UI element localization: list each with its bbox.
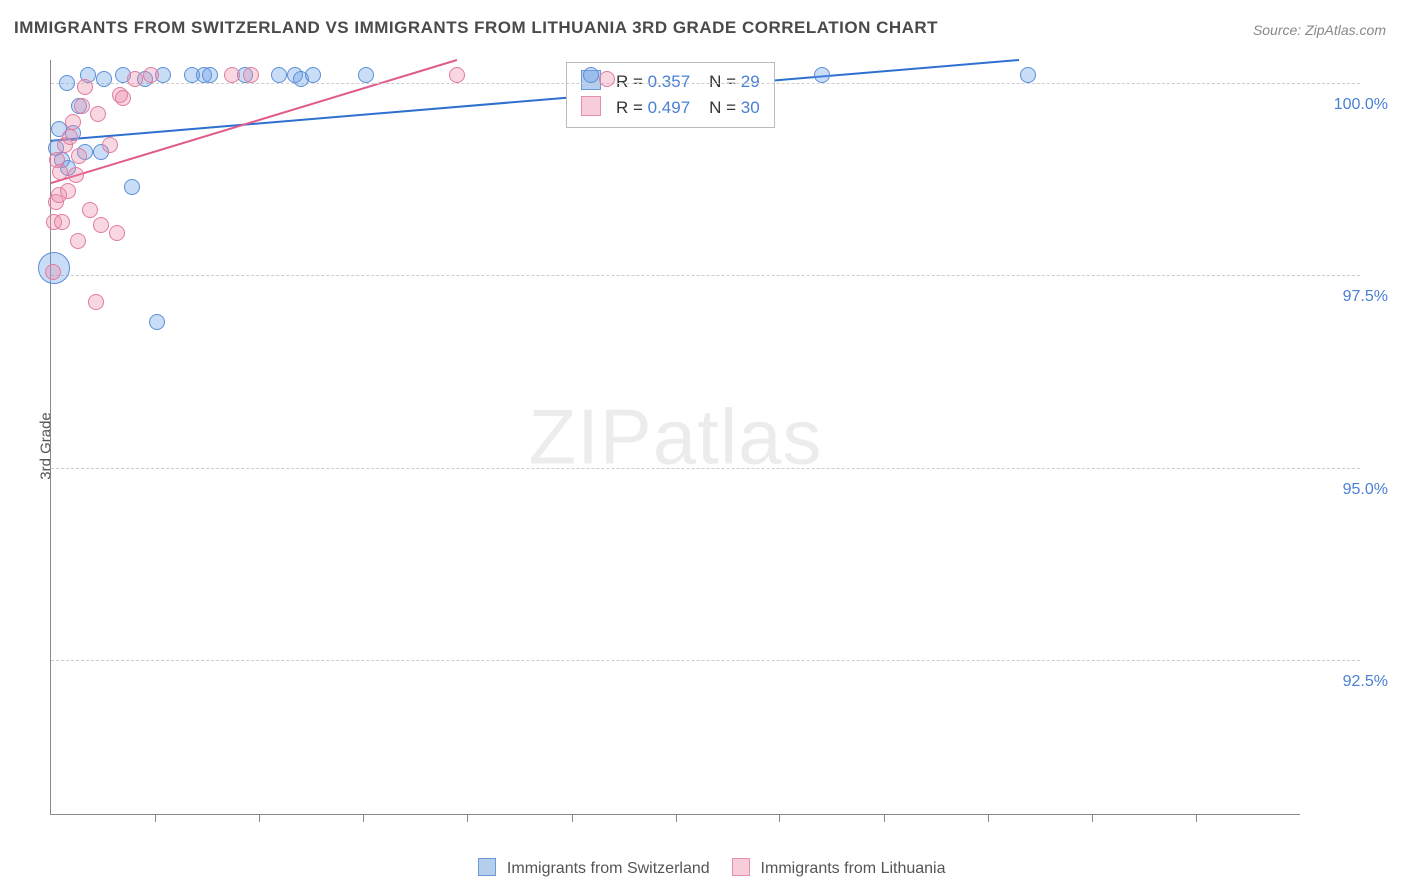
point-lithuania <box>62 129 78 145</box>
x-tick <box>884 814 885 822</box>
point-lithuania <box>68 167 84 183</box>
point-switzerland <box>1020 67 1036 83</box>
n-label: N = <box>709 98 736 117</box>
point-lithuania <box>143 67 159 83</box>
point-lithuania <box>243 67 259 83</box>
x-tick <box>1196 814 1197 822</box>
point-lithuania <box>52 164 68 180</box>
x-tick <box>363 814 364 822</box>
stats-row-2: R = 0.497 N = 30 <box>581 95 759 121</box>
legend-series1-swatch-icon <box>478 858 496 876</box>
point-lithuania <box>224 67 240 83</box>
r-label: R = <box>616 72 643 91</box>
r-label: R = <box>616 98 643 117</box>
series1-r-value: 0.357 <box>648 72 691 91</box>
y-tick-label: 100.0% <box>1334 96 1388 114</box>
point-switzerland <box>583 67 599 83</box>
y-tick-label: 92.5% <box>1343 673 1388 691</box>
point-lithuania <box>93 217 109 233</box>
x-tick <box>676 814 677 822</box>
source-name: ZipAtlas.com <box>1305 22 1386 38</box>
x-tick <box>779 814 780 822</box>
point-switzerland <box>124 179 140 195</box>
n-label: N = <box>709 72 736 91</box>
source-attribution: Source: ZipAtlas.com <box>1253 22 1386 38</box>
point-lithuania <box>449 67 465 83</box>
point-lithuania <box>54 214 70 230</box>
point-lithuania <box>82 202 98 218</box>
point-lithuania <box>60 183 76 199</box>
plot-area: ZIPatlas R = 0.357 N = 29 R = 0.497 N = … <box>50 60 1300 815</box>
x-tick <box>259 814 260 822</box>
series2-r-value: 0.497 <box>648 98 691 117</box>
point-lithuania <box>45 264 61 280</box>
x-tick <box>467 814 468 822</box>
y-tick-label: 95.0% <box>1343 481 1388 499</box>
point-lithuania <box>599 71 615 87</box>
point-lithuania <box>109 225 125 241</box>
legend-bottom: Immigrants from Switzerland Immigrants f… <box>0 858 1406 878</box>
point-lithuania <box>115 90 131 106</box>
series1-n-value: 29 <box>741 72 760 91</box>
y-tick-label: 97.5% <box>1343 288 1388 306</box>
chart-title: IMMIGRANTS FROM SWITZERLAND VS IMMIGRANT… <box>14 18 938 38</box>
point-lithuania <box>77 79 93 95</box>
point-switzerland <box>149 314 165 330</box>
series2-swatch-icon <box>581 96 601 116</box>
point-lithuania <box>127 71 143 87</box>
point-switzerland <box>814 67 830 83</box>
point-lithuania <box>88 294 104 310</box>
point-lithuania <box>90 106 106 122</box>
point-lithuania <box>102 137 118 153</box>
point-lithuania <box>74 98 90 114</box>
point-switzerland <box>96 71 112 87</box>
point-switzerland <box>358 67 374 83</box>
x-tick <box>1092 814 1093 822</box>
point-lithuania <box>71 148 87 164</box>
x-tick <box>155 814 156 822</box>
source-prefix: Source: <box>1253 22 1305 38</box>
point-switzerland <box>59 75 75 91</box>
point-lithuania <box>65 114 81 130</box>
x-tick <box>988 814 989 822</box>
x-tick <box>572 814 573 822</box>
point-switzerland <box>305 67 321 83</box>
gridline-h <box>51 468 1360 469</box>
legend-series1-label: Immigrants from Switzerland <box>507 860 710 877</box>
point-lithuania <box>70 233 86 249</box>
series2-n-value: 30 <box>741 98 760 117</box>
gridline-h <box>51 660 1360 661</box>
trend-lines-layer <box>51 60 1300 814</box>
legend-series2-swatch-icon <box>732 858 750 876</box>
point-switzerland <box>202 67 218 83</box>
gridline-h <box>51 275 1360 276</box>
legend-series2-label: Immigrants from Lithuania <box>761 860 946 877</box>
point-switzerland <box>271 67 287 83</box>
gridline-h <box>51 83 1360 84</box>
